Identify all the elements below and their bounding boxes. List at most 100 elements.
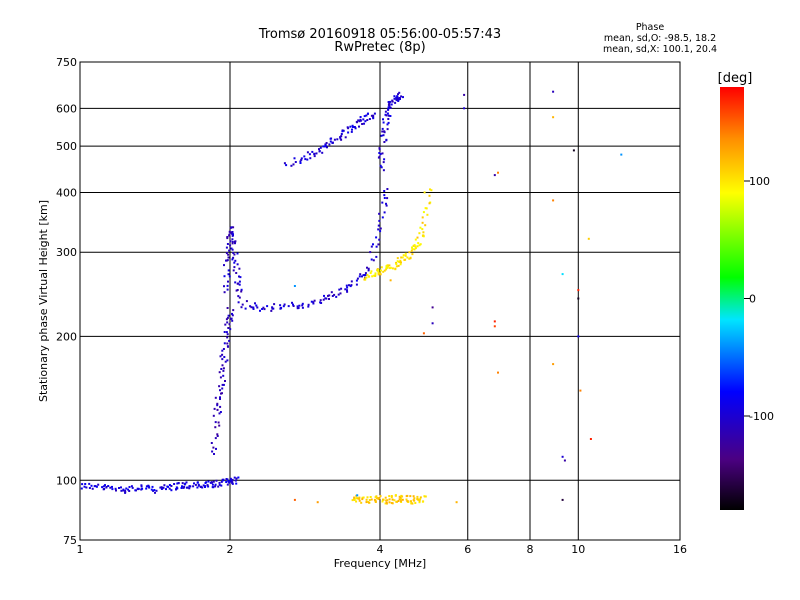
y-tick-label: 75: [63, 534, 77, 547]
data-point: [107, 485, 110, 487]
data-point: [381, 130, 384, 133]
data-point: [211, 486, 214, 489]
data-point: [419, 496, 422, 499]
data-point: [160, 486, 163, 489]
data-point: [226, 342, 229, 345]
data-point: [291, 301, 293, 304]
data-point: [353, 126, 356, 129]
data-point: [421, 221, 424, 224]
data-point: [80, 487, 83, 490]
data-point: [399, 259, 402, 262]
data-point: [145, 487, 148, 490]
data-point: [127, 488, 130, 491]
data-point: [238, 280, 241, 283]
data-point: [411, 246, 413, 249]
x-tick-label: 8: [527, 543, 534, 556]
data-point: [223, 331, 226, 333]
data-point: [228, 481, 231, 484]
data-point: [418, 501, 421, 504]
data-point: [416, 498, 419, 500]
data-point: [379, 230, 382, 233]
data-point: [227, 256, 230, 259]
data-point: [279, 304, 282, 307]
data-point: [216, 433, 219, 436]
data-point: [390, 496, 393, 499]
data-point: [377, 224, 380, 227]
data-point: [360, 501, 363, 504]
data-point: [229, 244, 232, 247]
data-point: [292, 305, 295, 307]
data-point: [405, 495, 408, 498]
data-point: [340, 138, 343, 141]
data-point: [377, 273, 380, 276]
data-point: [346, 286, 349, 289]
data-point: [497, 171, 499, 174]
data-point: [168, 487, 171, 490]
data-point: [233, 253, 236, 256]
data-point: [102, 485, 105, 488]
data-point: [301, 302, 304, 305]
x-tick-label: 6: [464, 543, 471, 556]
data-point: [425, 207, 428, 210]
data-point: [339, 137, 342, 140]
data-point: [340, 287, 343, 290]
data-point: [141, 487, 144, 490]
data-point: [307, 303, 310, 306]
data-point: [423, 191, 426, 194]
data-point: [387, 114, 390, 117]
data-point: [114, 487, 117, 490]
data-point: [214, 483, 217, 486]
data-point: [358, 125, 360, 128]
data-point: [363, 115, 366, 118]
data-point: [378, 497, 381, 500]
data-point: [385, 114, 388, 117]
data-point: [328, 298, 330, 300]
data-point: [377, 269, 380, 271]
data-point: [389, 266, 392, 269]
data-point: [168, 484, 171, 486]
data-point: [177, 482, 180, 485]
data-point: [411, 502, 414, 505]
data-point: [406, 256, 409, 259]
data-point: [386, 499, 389, 502]
data-point: [419, 498, 422, 501]
data-point: [422, 231, 425, 234]
data-point: [216, 404, 219, 407]
data-point: [388, 264, 391, 267]
data-point: [227, 327, 230, 329]
data-point: [385, 266, 388, 269]
data-point: [395, 96, 398, 99]
data-point: [229, 477, 232, 480]
colorbar: [720, 87, 744, 510]
data-point: [249, 305, 252, 308]
data-point: [231, 242, 234, 245]
data-point: [394, 494, 397, 497]
data-point: [263, 308, 266, 311]
data-point: [377, 271, 380, 274]
data-point: [336, 138, 339, 141]
data-point: [212, 446, 215, 449]
data-point: [221, 387, 224, 390]
data-point: [383, 158, 386, 161]
data-point: [386, 265, 389, 268]
data-point: [283, 162, 286, 165]
data-point: [386, 264, 389, 267]
data-point: [218, 481, 221, 484]
data-point: [338, 288, 341, 291]
data-point: [194, 483, 197, 486]
data-point: [346, 290, 349, 293]
data-point: [382, 118, 384, 121]
data-point: [364, 272, 367, 275]
data-point: [220, 392, 222, 395]
data-point: [422, 332, 425, 335]
data-point: [353, 496, 356, 499]
data-point: [380, 266, 383, 269]
data-point: [188, 485, 191, 488]
y-tick-label: 200: [56, 330, 77, 343]
colorbar-ticks: 100 0 -100: [744, 175, 774, 423]
data-point: [321, 151, 324, 154]
data-point: [356, 494, 359, 497]
data-point: [226, 237, 229, 240]
data-point: [287, 305, 290, 308]
data-point: [419, 243, 422, 246]
